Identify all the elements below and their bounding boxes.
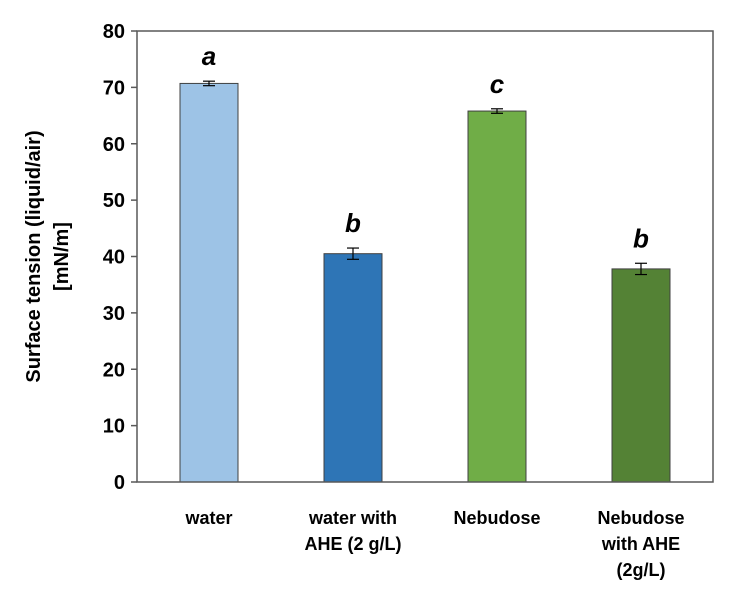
- y-axis-label: Surface tension (liquid/air) [mN/m]: [23, 130, 73, 382]
- y-axis-label-line: Surface tension (liquid/air): [23, 130, 45, 382]
- plot-frame: [136, 30, 714, 483]
- x-axis-labels: water water with AHE (2 g/L)Nebudose Nebudo…: [184, 508, 684, 580]
- y-axis-ticks: 0 10 20 30 40 50 60 70 80: [103, 21, 137, 494]
- x-tick-label-line: Nebudose: [453, 508, 540, 528]
- y-tick-label: 80: [103, 21, 125, 43]
- bar: [611, 268, 671, 483]
- x-tick-label-line: Nebudose: [597, 508, 684, 528]
- x-tick-label-line: AHE (2 g/L): [305, 534, 402, 554]
- bar: [179, 82, 239, 483]
- y-tick-label: 70: [103, 77, 125, 99]
- bars: a b c b: [179, 41, 671, 483]
- x-tick-label: water with AHE (2 g/L): [305, 508, 402, 554]
- y-axis-title: Surface tension (liquid/air) [mN/m]: [23, 130, 73, 382]
- x-tick-label-line: water with: [308, 508, 397, 528]
- y-tick-label: 20: [103, 359, 125, 381]
- error-bar: [491, 108, 503, 114]
- x-tick-label-line: with AHE: [601, 534, 680, 554]
- y-axis-label-line: [mN/m]: [51, 222, 73, 291]
- y-tick-label: 0: [114, 472, 125, 494]
- y-tick-label: 10: [103, 416, 125, 438]
- significance-label: a: [202, 41, 216, 71]
- significance-label: b: [633, 223, 649, 253]
- error-bar: [347, 247, 359, 260]
- bar: [467, 110, 527, 483]
- x-tick-label: water: [184, 508, 232, 528]
- error-bar: [635, 262, 647, 276]
- y-tick-label: 40: [103, 247, 125, 269]
- x-tick-label: Nebudose with AHE (2g/L): [597, 508, 684, 580]
- significance-label: c: [490, 69, 505, 99]
- error-bar: [203, 80, 215, 87]
- significance-label: b: [345, 208, 361, 238]
- bar: [323, 253, 383, 483]
- x-tick-label-line: water: [184, 508, 232, 528]
- x-tick-label-line: (2g/L): [617, 560, 666, 580]
- y-tick-label: 50: [103, 190, 125, 212]
- y-tick-label: 60: [103, 134, 125, 156]
- y-tick-label: 30: [103, 303, 125, 325]
- x-tick-label: Nebudose: [453, 508, 540, 528]
